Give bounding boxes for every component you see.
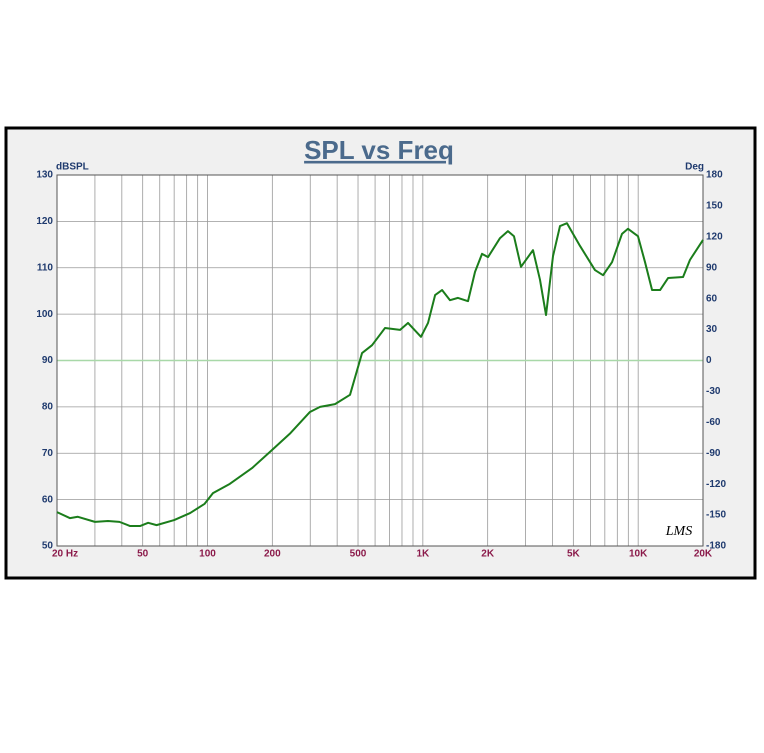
y2-axis-title: Deg bbox=[685, 162, 704, 173]
y-tick-label: 80 bbox=[42, 402, 54, 413]
y2-tick-label: -30 bbox=[706, 386, 721, 397]
x-tick-label: 20K bbox=[694, 549, 713, 560]
x-tick-label: 10K bbox=[629, 549, 648, 560]
x-tick-label: 20 Hz bbox=[52, 549, 78, 560]
x-tick-label: 1K bbox=[416, 549, 430, 560]
x-tick-label: 50 bbox=[137, 549, 149, 560]
y-tick-label: 70 bbox=[42, 448, 54, 459]
y2-tick-label: -120 bbox=[706, 479, 726, 490]
y2-tick-label: 60 bbox=[706, 293, 718, 304]
x-tick-label: 200 bbox=[264, 549, 281, 560]
y2-tick-label: -180 bbox=[706, 541, 726, 552]
plot-border bbox=[56, 174, 704, 547]
y-tick-label: 130 bbox=[36, 170, 53, 181]
y-tick-label: 100 bbox=[36, 309, 53, 320]
x-tick-label: 100 bbox=[199, 549, 216, 560]
y2-tick-label: 120 bbox=[706, 231, 723, 242]
x-tick-label: 500 bbox=[350, 549, 367, 560]
annotation: LMS bbox=[665, 524, 692, 539]
x-tick-label: 2K bbox=[481, 549, 495, 560]
y2-tick-label: 180 bbox=[706, 170, 723, 181]
y2-tick-label: 90 bbox=[706, 262, 718, 273]
y-tick-label: 120 bbox=[36, 216, 53, 227]
y2-tick-label: 30 bbox=[706, 324, 718, 335]
y2-tick-label: 0 bbox=[706, 355, 712, 366]
y-tick-label: 110 bbox=[37, 262, 54, 273]
y-tick-label: 60 bbox=[42, 494, 54, 505]
y2-tick-label: -150 bbox=[706, 510, 726, 521]
y2-tick-label: 150 bbox=[706, 201, 723, 212]
y-tick-label: 90 bbox=[42, 355, 54, 366]
x-tick-label: 5K bbox=[567, 549, 581, 560]
y-axis-title: dBSPL bbox=[56, 162, 89, 173]
y2-tick-label: -90 bbox=[706, 448, 721, 459]
spl-line bbox=[56, 222, 704, 528]
y2-tick-label: -60 bbox=[706, 417, 721, 428]
chart-title: SPL vs Freq bbox=[304, 135, 454, 165]
y-tick-label: 50 bbox=[42, 541, 54, 552]
